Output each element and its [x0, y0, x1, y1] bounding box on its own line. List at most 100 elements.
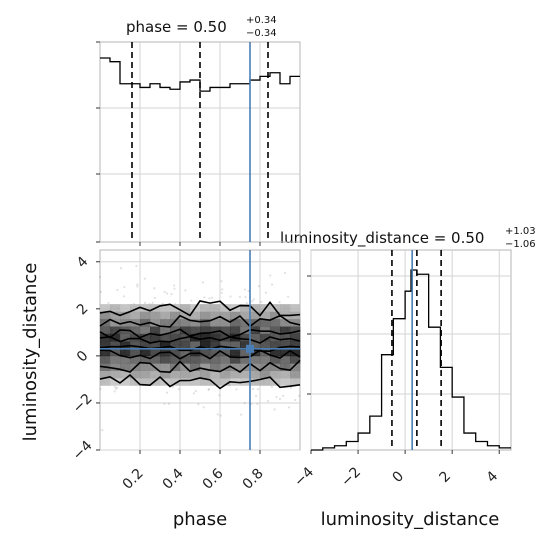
density-cell: [110, 370, 121, 379]
density-cell: [280, 333, 291, 342]
scatter-point: [123, 285, 126, 289]
density-cell: [130, 355, 141, 364]
scatter-point: [238, 295, 242, 299]
density-cell: [280, 318, 291, 327]
density-cell: [230, 326, 241, 334]
contour-line: [99, 328, 301, 339]
contour-line: [99, 349, 301, 360]
density-cell: [240, 370, 251, 379]
scatter-point: [235, 388, 238, 391]
scatter-point: [173, 287, 176, 290]
density-cell: [280, 304, 291, 312]
x-tick-label: 0: [389, 468, 407, 486]
density-cell: [170, 341, 181, 349]
scatter-point: [116, 288, 119, 292]
scatter-point: [165, 391, 169, 394]
density-cell: [280, 355, 291, 364]
density-cell: [110, 326, 121, 334]
density-cell: [200, 304, 211, 312]
x-axis-label-lumdist: luminosity_distance: [321, 509, 500, 530]
x-tick-label: 4: [484, 468, 502, 486]
density-cell: [110, 311, 121, 320]
lumdist-marginal-panel: −4 −2 0 2 4: [291, 249, 512, 490]
y-tick-label: 2: [74, 301, 92, 319]
density-cell: [250, 311, 261, 320]
phase-title-sub: −0.34: [246, 28, 277, 39]
density-cell: [290, 348, 301, 357]
density-cell: [270, 318, 281, 327]
y-tick-label: 0: [74, 348, 92, 366]
density-cell: [220, 318, 231, 327]
scatter-point: [251, 387, 255, 391]
density-cell: [220, 355, 231, 364]
density-cell: [200, 318, 211, 327]
scatter-point: [201, 281, 204, 284]
density-cell: [190, 363, 201, 371]
density-cell: [170, 348, 181, 357]
density-cell: [140, 311, 151, 320]
density-cell: [170, 370, 181, 379]
scatter-point: [220, 280, 223, 283]
density-cell: [110, 304, 121, 312]
density-cell: [100, 370, 111, 379]
density-cell: [230, 318, 241, 327]
density-cell: [120, 355, 131, 364]
scatter-point: [218, 394, 221, 397]
lumdist-title-sup: +1.03: [505, 226, 536, 237]
density-cell: [120, 370, 131, 379]
density-cell: [150, 333, 161, 342]
scatter-point: [165, 292, 169, 295]
scatter-point: [219, 414, 222, 417]
density-cell: [210, 363, 221, 371]
scatter-point: [251, 300, 254, 303]
density-cell: [210, 378, 221, 386]
truth-marker: [246, 344, 254, 353]
phase-histogram: [100, 57, 300, 92]
density-cell: [140, 348, 151, 357]
density-cell: [270, 311, 281, 320]
density-cell: [190, 348, 201, 357]
density-cell: [180, 304, 191, 312]
y-tick-label: −4: [70, 438, 96, 464]
density-cell: [240, 318, 251, 327]
density-cell: [190, 341, 201, 349]
density-cell: [130, 348, 141, 357]
density-cell: [150, 311, 161, 320]
x-tick-label: 0.2: [120, 466, 147, 493]
density-cell: [220, 348, 231, 357]
density-cell: [240, 355, 251, 364]
density-cell: [260, 311, 271, 320]
density-cell: [140, 355, 151, 364]
scatter-point: [173, 284, 176, 287]
scatter-point: [275, 395, 278, 399]
x-axis-label-phase: phase: [173, 509, 227, 530]
density-cell: [150, 348, 161, 357]
scatter-point: [256, 388, 259, 391]
density-cell: [190, 355, 201, 364]
density-cell: [220, 326, 231, 334]
density-cell: [200, 355, 211, 364]
scatter-point: [269, 274, 272, 277]
density-cell: [220, 311, 231, 320]
scatter-point: [257, 285, 260, 288]
density-cell: [270, 370, 281, 379]
density-cell: [130, 326, 141, 334]
scatter-point: [184, 289, 187, 292]
density-cell: [210, 333, 221, 342]
density-cell: [120, 304, 131, 312]
density-cell: [140, 318, 151, 327]
density-cell: [130, 341, 141, 349]
density-cell: [290, 318, 301, 327]
density-cell: [210, 326, 221, 334]
density-cell: [250, 355, 261, 364]
scatter-point: [298, 394, 301, 397]
scatter-point: [143, 301, 147, 305]
density-cell: [100, 304, 111, 312]
scatter-point: [153, 287, 156, 290]
density-cell: [110, 341, 121, 349]
density-cell: [190, 326, 201, 334]
density-cell: [170, 378, 181, 386]
density-cell: [160, 326, 171, 334]
scatter-point: [99, 275, 102, 278]
density-cell: [250, 341, 261, 349]
